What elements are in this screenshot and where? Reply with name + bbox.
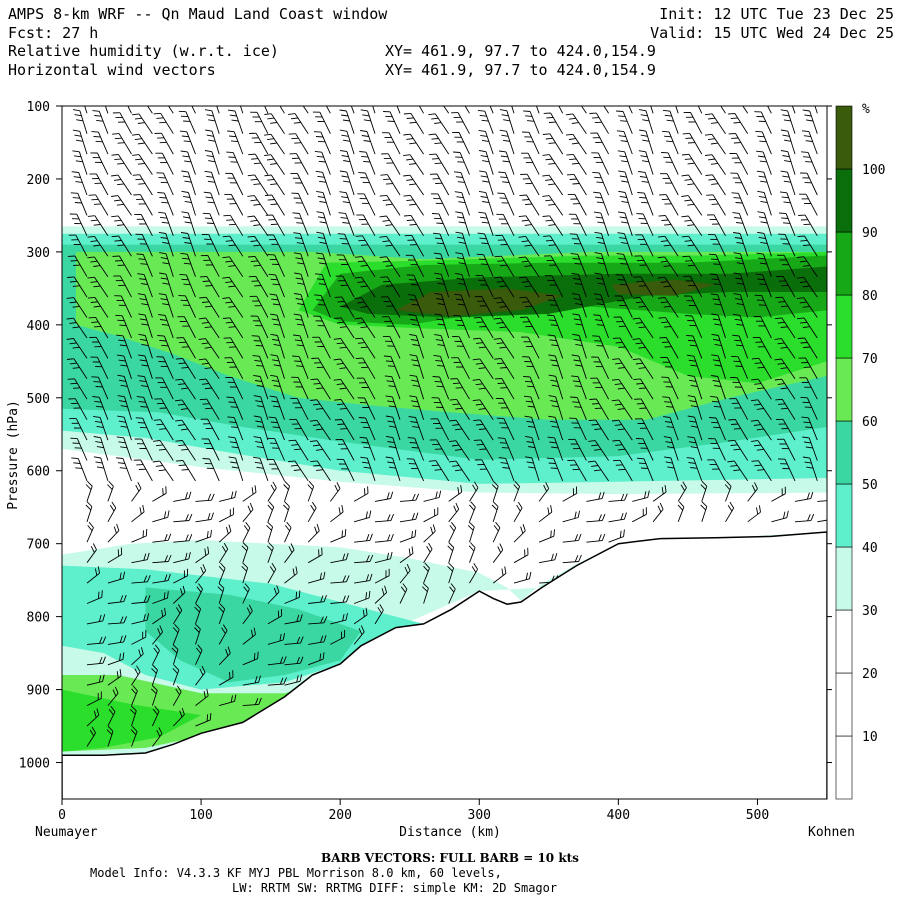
x-tick-label: 0 bbox=[58, 808, 66, 823]
wind-barb-column bbox=[111, 106, 151, 747]
colorbar-segment bbox=[835, 168, 853, 233]
y-tick-label: 800 bbox=[27, 611, 50, 626]
x-tick-label: 500 bbox=[746, 808, 769, 823]
right-station-label: Kohnen bbox=[808, 825, 855, 840]
x-axis: 0 100 200 300 400 500 bbox=[58, 799, 769, 823]
colorbar-label: 30 bbox=[862, 604, 878, 619]
plot-area bbox=[62, 106, 827, 799]
wind-barb-column bbox=[379, 106, 420, 604]
barb-note: BARB VECTORS: FULL BARB = 10 kts bbox=[321, 851, 579, 865]
colorbar-segment bbox=[835, 105, 853, 170]
wind-barb-column bbox=[264, 106, 304, 686]
colorbar-segment bbox=[835, 231, 853, 296]
colorbar-label: 70 bbox=[862, 352, 878, 367]
init-time: Init: 12 UTC Tue 23 Dec 25 bbox=[659, 5, 894, 23]
colorbar-label: 50 bbox=[862, 478, 878, 493]
wind-barb-column bbox=[131, 106, 172, 747]
wind-barb-column bbox=[632, 106, 667, 523]
wind-barb-column bbox=[542, 106, 582, 564]
wind-barb-column bbox=[727, 106, 761, 523]
y-tick-label: 700 bbox=[27, 538, 50, 553]
colorbar-segment bbox=[835, 609, 853, 674]
wind-barb-column bbox=[175, 106, 215, 727]
y-tick-label: 300 bbox=[27, 246, 50, 261]
colorbar-label: 10 bbox=[862, 730, 878, 745]
wind-barb-column bbox=[87, 106, 128, 747]
field-wind-label: Horizontal wind vectors bbox=[8, 61, 216, 79]
wind-barb-column bbox=[448, 106, 479, 584]
x-tick-label: 200 bbox=[328, 808, 351, 823]
field-rh-label: Relative humidity (w.r.t. ice) bbox=[8, 42, 279, 60]
colorbar-label: 80 bbox=[862, 289, 878, 304]
y-tick-label: 200 bbox=[27, 173, 50, 188]
x-tick-label: 100 bbox=[189, 808, 212, 823]
wind-barb-column bbox=[198, 106, 237, 707]
y-axis-label: Pressure (hPa) bbox=[6, 400, 21, 510]
colorbar-segment bbox=[835, 294, 853, 359]
wind-barb-column bbox=[657, 106, 687, 522]
rh-region-70 bbox=[62, 689, 202, 752]
wind-barb-column bbox=[518, 106, 559, 584]
colorbar-segment bbox=[835, 483, 853, 548]
wind-barb-column bbox=[588, 106, 628, 543]
y-tick-label: 600 bbox=[27, 465, 50, 480]
wind-barb-column bbox=[704, 106, 735, 523]
wind-barb-column bbox=[611, 106, 650, 523]
colorbar-segment bbox=[835, 357, 853, 422]
left-station-label: Neumayer bbox=[35, 825, 98, 840]
wind-barb-column bbox=[796, 106, 827, 523]
rh-region-100 bbox=[611, 279, 716, 296]
rh-region-100 bbox=[395, 288, 563, 317]
chart-title: AMPS 8-km WRF -- Qn Maud Land Coast wind… bbox=[8, 5, 388, 23]
colorbar-label: 20 bbox=[862, 667, 878, 682]
wind-barb-column bbox=[333, 106, 374, 645]
colorbar-label: 60 bbox=[862, 415, 878, 430]
model-info-line2: LW: RRTM SW: RRTMG DIFF: simple KM: 2D S… bbox=[232, 881, 557, 895]
forecast-hour: Fcst: 27 h bbox=[8, 24, 98, 42]
model-info-line1: Model Info: V4.3.3 KF MYJ PBL Morrison 8… bbox=[90, 866, 502, 880]
y-tick-label: 500 bbox=[27, 392, 50, 407]
colorbar-segment bbox=[835, 420, 853, 485]
x-axis-label: Distance (km) bbox=[399, 825, 501, 840]
wind-barb-column bbox=[247, 106, 287, 686]
y-tick-label: 1000 bbox=[19, 757, 50, 772]
wind-barb-column bbox=[681, 106, 708, 522]
xy-wind: XY= 461.9, 97.7 to 424.0,154.9 bbox=[385, 61, 656, 79]
wind-barb-column bbox=[403, 106, 442, 604]
wind-barb-column bbox=[222, 106, 262, 707]
wind-barb-column bbox=[354, 106, 395, 625]
colorbar-label: 90 bbox=[862, 226, 878, 241]
wind-barb-column bbox=[287, 106, 328, 666]
wind-barb-column bbox=[309, 106, 350, 645]
wind-barb-column bbox=[152, 106, 193, 727]
y-axis: 100 200 300 400 500 600 700 800 900 1000 bbox=[19, 100, 832, 772]
x-tick-label: 400 bbox=[607, 808, 630, 823]
colorbar-segment bbox=[835, 735, 853, 800]
wind-barbs bbox=[66, 106, 827, 747]
wind-barb-column bbox=[493, 106, 532, 584]
y-tick-label: 400 bbox=[27, 319, 50, 334]
wind-barb-column bbox=[66, 106, 107, 747]
colorbar-label: 40 bbox=[862, 541, 878, 556]
colorbar-segment bbox=[835, 672, 853, 737]
y-tick-label: 900 bbox=[27, 684, 50, 699]
terrain-fill bbox=[62, 531, 827, 799]
plot-frame bbox=[61, 105, 828, 800]
xy-rh: XY= 461.9, 97.7 to 424.0,154.9 bbox=[385, 42, 656, 60]
wind-barb-column bbox=[774, 106, 815, 523]
wind-barb-column bbox=[565, 106, 606, 543]
wind-barb-column bbox=[472, 106, 507, 584]
wind-barb-column bbox=[750, 106, 789, 523]
colorbar: 10 20 30 40 50 60 70 80 90 100 bbox=[835, 105, 885, 800]
colorbar-unit: % bbox=[862, 102, 870, 117]
y-tick-label: 100 bbox=[27, 100, 50, 115]
x-tick-label: 300 bbox=[468, 808, 491, 823]
colorbar-segment bbox=[835, 546, 853, 611]
valid-time: Valid: 15 UTC Wed 24 Dec 25 bbox=[650, 24, 894, 42]
wind-barb-column bbox=[428, 106, 463, 604]
colorbar-label: 100 bbox=[862, 163, 885, 178]
